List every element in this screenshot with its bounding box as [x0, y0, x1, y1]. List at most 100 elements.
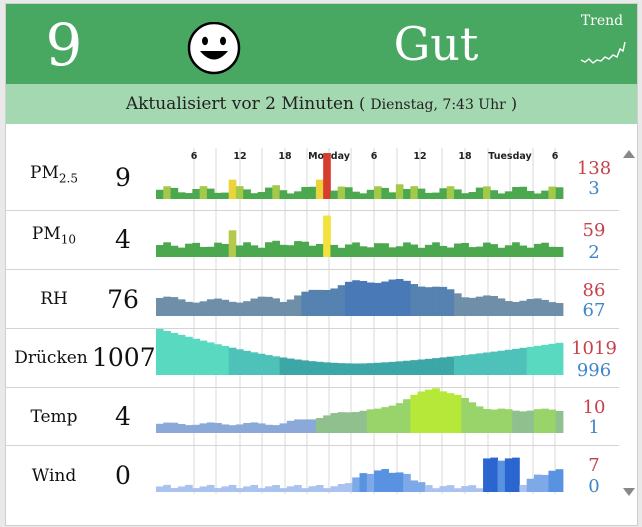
bar	[308, 419, 317, 433]
bar	[526, 346, 535, 375]
bar	[424, 244, 433, 257]
bar	[359, 410, 368, 433]
bar	[533, 193, 542, 199]
bar	[192, 302, 201, 316]
bar	[265, 296, 273, 316]
bar	[330, 244, 339, 257]
bar	[156, 423, 164, 433]
bar	[199, 301, 208, 316]
bar	[156, 245, 164, 257]
bar	[352, 363, 360, 375]
bar	[468, 354, 477, 375]
bar	[490, 295, 498, 316]
bar	[533, 298, 542, 316]
bar	[344, 363, 353, 375]
bar	[359, 280, 368, 316]
bar	[381, 243, 389, 257]
bar	[381, 187, 389, 199]
bar	[381, 468, 389, 492]
bar	[410, 394, 419, 433]
paren-open: (	[359, 94, 366, 113]
bar	[541, 408, 549, 433]
bar	[497, 460, 506, 492]
gridlines	[193, 148, 556, 494]
bar	[286, 420, 295, 433]
bar	[265, 486, 273, 492]
bar	[374, 186, 382, 199]
bar	[163, 296, 171, 316]
bar	[323, 488, 331, 492]
bar	[279, 423, 288, 433]
bar	[526, 298, 535, 316]
bar	[163, 422, 171, 433]
bar	[192, 488, 201, 492]
bar	[185, 243, 193, 257]
bar	[235, 302, 244, 316]
bar	[352, 242, 360, 257]
bar	[548, 343, 557, 375]
bar	[257, 488, 266, 492]
bar	[381, 407, 389, 433]
bar	[417, 359, 426, 375]
bar	[548, 470, 557, 492]
scroll-up-icon[interactable]	[622, 148, 636, 160]
bar	[177, 192, 186, 199]
bar	[156, 189, 164, 199]
history-charts: 61218Monday61218Tuesday6	[156, 148, 564, 494]
bar	[323, 215, 331, 257]
chart-rh	[156, 279, 564, 316]
bar	[497, 298, 506, 316]
bar	[156, 297, 164, 316]
bar	[403, 399, 411, 433]
bar	[214, 242, 222, 257]
bar	[279, 357, 288, 375]
bar	[272, 185, 280, 199]
bar	[461, 355, 469, 375]
bar	[555, 303, 564, 316]
bar	[366, 473, 375, 492]
bar	[221, 243, 230, 257]
bar	[512, 242, 520, 257]
bar	[330, 288, 339, 316]
bar	[199, 486, 208, 492]
bar	[526, 247, 535, 257]
bar	[519, 300, 528, 316]
scroll-down-icon[interactable]	[622, 486, 636, 498]
bar	[206, 188, 215, 199]
bar	[337, 363, 346, 375]
bar	[541, 190, 549, 199]
bar	[250, 298, 259, 316]
bar	[403, 242, 411, 257]
bar	[461, 398, 469, 433]
bar	[344, 244, 353, 257]
bar	[541, 299, 549, 316]
bar	[156, 329, 164, 375]
bar	[374, 282, 382, 316]
bar	[555, 411, 564, 433]
trend-sparkline-icon[interactable]	[580, 40, 626, 66]
bar	[163, 186, 171, 199]
bar	[446, 289, 455, 316]
bar	[439, 188, 448, 199]
bar	[279, 244, 288, 257]
bar	[243, 486, 251, 492]
bar	[228, 484, 237, 492]
bar	[555, 187, 564, 199]
bar	[185, 193, 193, 199]
row-divider	[6, 210, 619, 211]
bar	[555, 246, 564, 257]
bar	[468, 485, 477, 492]
bar	[177, 299, 186, 316]
bar	[337, 247, 346, 257]
trend-label[interactable]: Trend	[580, 13, 624, 29]
paren-close: )	[510, 94, 518, 113]
bar	[221, 192, 230, 199]
bar	[250, 245, 259, 257]
bar	[228, 301, 237, 316]
bar	[221, 299, 230, 316]
bar	[417, 482, 426, 492]
bar	[504, 349, 513, 375]
bar	[432, 242, 440, 257]
bar	[257, 423, 266, 433]
bar	[243, 189, 251, 199]
